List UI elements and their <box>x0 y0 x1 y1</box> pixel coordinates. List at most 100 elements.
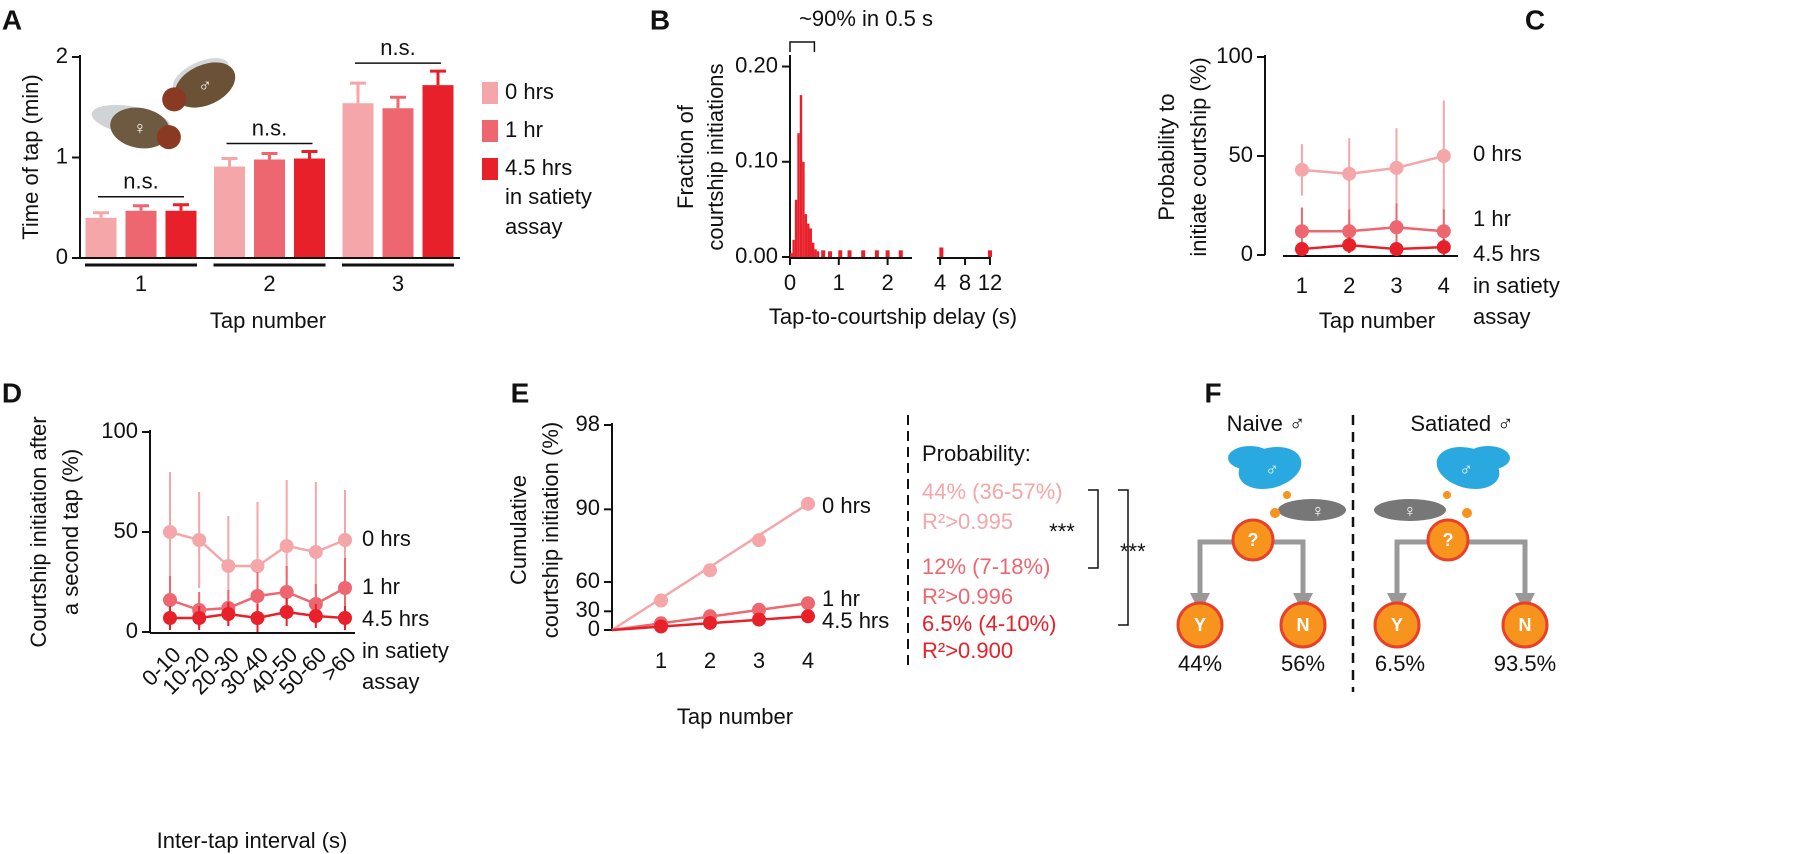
point <box>703 563 717 578</box>
stats-r2: R²>0.996 <box>922 584 1013 609</box>
stats-r2: R²>0.900 <box>922 638 1013 663</box>
series-label: 0 hrs <box>362 526 411 551</box>
annotation: n.s. <box>252 115 287 140</box>
series-label: 1 hr <box>822 586 860 611</box>
histogram-bar <box>804 214 808 257</box>
x-tick-label: 1 <box>655 648 667 673</box>
arrow <box>1387 539 1427 613</box>
y-tick-label: 100 <box>1216 43 1253 68</box>
panel-letter: C <box>1525 4 1545 35</box>
error-bar <box>261 151 278 160</box>
y-tick-label: 100 <box>101 418 138 443</box>
fly-symbol: ♀ <box>1403 501 1417 521</box>
x-axis-label: Tap number <box>677 704 793 729</box>
x-tick-label: 1 <box>1296 273 1308 298</box>
point <box>801 609 815 624</box>
point <box>1389 160 1404 175</box>
outcome-label: 6.5% <box>1375 651 1425 676</box>
point <box>279 585 294 599</box>
point <box>1389 220 1404 235</box>
y-tick-label: 30 <box>576 597 600 622</box>
panel-letter: B <box>650 4 670 35</box>
series-label: 4.5 hrs <box>362 606 429 631</box>
arrow <box>1190 539 1232 613</box>
x-axis-label: Tap number <box>210 308 326 333</box>
point <box>279 605 294 619</box>
point <box>1294 242 1309 257</box>
y-tick-label: 1 <box>56 143 68 168</box>
point <box>654 593 668 608</box>
point <box>1436 149 1451 163</box>
outcome-label: 44% <box>1178 651 1222 676</box>
histogram-bar <box>802 161 805 257</box>
point <box>752 533 766 548</box>
panel-letter: D <box>2 377 22 408</box>
y-tick-label: 0 <box>1241 241 1253 266</box>
series-label: 1 hr <box>1473 206 1511 231</box>
histogram-bar <box>799 95 803 257</box>
point <box>1342 166 1357 181</box>
y-tick-label: 0.10 <box>735 148 778 173</box>
x-axis-label: Tap number <box>1319 308 1435 333</box>
x-axis-label: Inter-tap interval (s) <box>157 828 348 853</box>
bar <box>382 108 414 258</box>
x-axis-label: Tap-to-courtship delay (s) <box>769 304 1017 329</box>
stats-estimate: 44% (36-57%) <box>922 479 1063 504</box>
error-bar <box>221 157 238 167</box>
error-bar <box>173 203 189 211</box>
fly-symbol: ♂ <box>1265 459 1279 479</box>
series-label: 4.5 hrs <box>1473 241 1540 266</box>
point <box>338 611 352 625</box>
point <box>192 611 207 625</box>
error-bar <box>390 95 406 109</box>
point <box>1436 240 1451 255</box>
panel-letter: A <box>2 4 22 35</box>
bar <box>85 217 117 258</box>
point <box>801 496 815 511</box>
node-label: ? <box>1248 530 1259 550</box>
outcome-label: 93.5% <box>1494 651 1556 676</box>
histogram-bar <box>797 133 800 257</box>
histogram-bar <box>792 239 795 257</box>
legend-label: 4.5 hrs <box>505 155 572 180</box>
bracket <box>1088 489 1099 569</box>
stats-r2: R²>0.995 <box>922 509 1013 534</box>
point <box>1342 238 1357 253</box>
annotation: n.s. <box>123 169 158 194</box>
significance: *** <box>1120 539 1146 564</box>
histogram-bar <box>821 250 826 257</box>
x-tick-label: 3 <box>753 648 765 673</box>
error-bar <box>301 149 318 159</box>
histogram-bar <box>814 249 817 257</box>
annotation: ~90% in 0.5 s <box>799 6 933 31</box>
y-tick-label: 60 <box>576 568 600 593</box>
y-tick-label: 90 <box>576 495 600 520</box>
fly-symbol: ♂ <box>198 75 212 95</box>
nodes <box>1176 518 1549 649</box>
error-bar <box>430 69 446 86</box>
bar <box>165 210 197 258</box>
fly-illustration: ♂ ♀ <box>91 57 236 150</box>
series-label: 4.5 hrs <box>822 608 889 633</box>
point <box>1342 224 1357 239</box>
fly-symbol: ♂ <box>1459 459 1473 479</box>
y-tick-label: 50 <box>1229 142 1253 167</box>
x-tick-label: 3 <box>1390 273 1402 298</box>
arrow <box>1274 539 1313 613</box>
bar <box>422 85 454 258</box>
series-line <box>1301 226 1444 233</box>
bracket <box>1118 489 1129 626</box>
bar <box>214 166 245 258</box>
histogram-bar <box>807 223 810 257</box>
group-title: Naive ♂ <box>1227 411 1306 436</box>
outcome-label: 56% <box>1281 651 1325 676</box>
y-tick-label: 0 <box>126 618 138 643</box>
histogram-bar <box>828 251 833 257</box>
error-bar <box>350 81 366 104</box>
node-label: ? <box>1443 530 1454 550</box>
bar <box>342 103 374 258</box>
error-bar <box>93 211 109 218</box>
legend-swatch <box>482 82 498 104</box>
stats-estimate: 6.5% (4-10%) <box>922 611 1057 636</box>
